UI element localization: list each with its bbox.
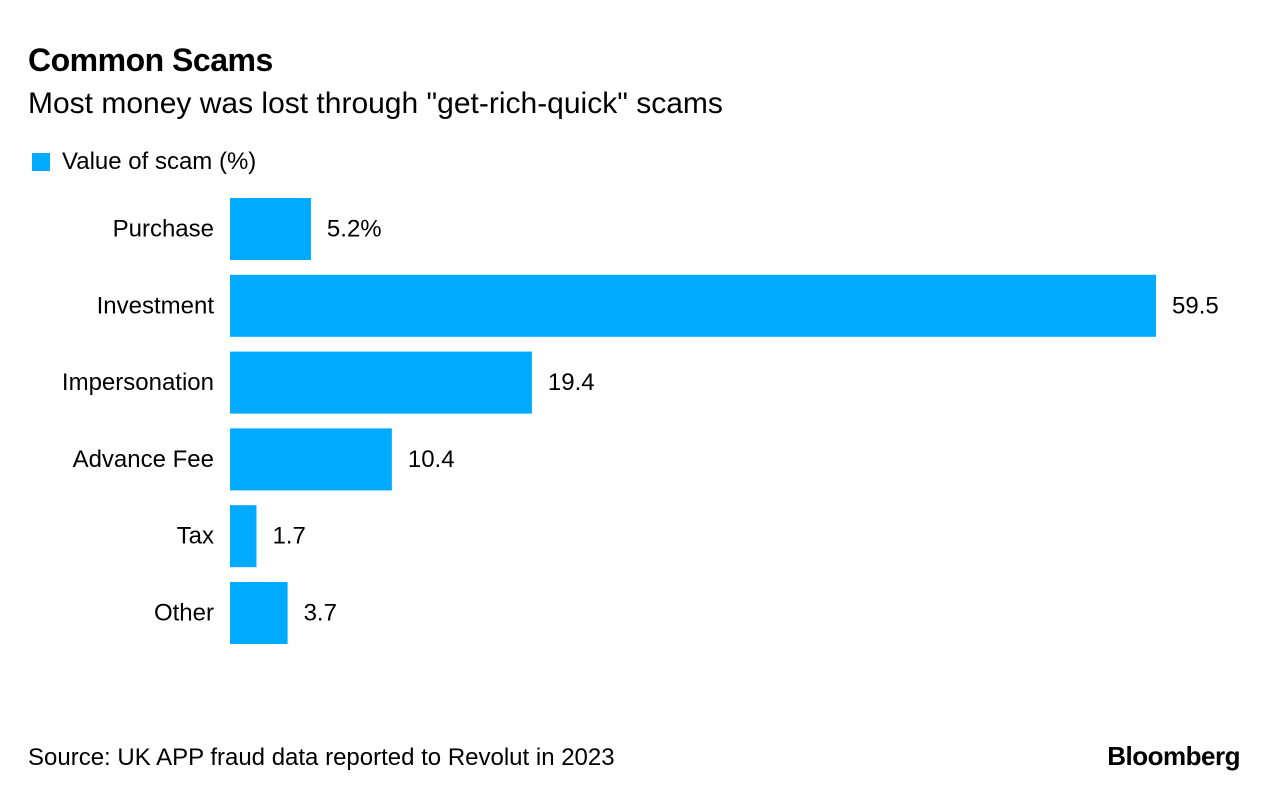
- bar-tax: [230, 505, 257, 568]
- data-label: 3.7: [304, 600, 337, 627]
- source-note: Source: UK APP fraud data reported to Re…: [28, 744, 615, 771]
- data-label: 5.2%: [327, 216, 382, 243]
- bar-advance-fee: [230, 428, 392, 491]
- bar-investment: [230, 274, 1156, 337]
- legend: Value of scam (%): [32, 144, 256, 180]
- legend-label: Value of scam (%): [62, 148, 257, 175]
- category-label: Tax: [177, 523, 214, 550]
- category-label: Other: [154, 600, 214, 627]
- data-label: 10.4: [408, 446, 455, 473]
- category-label: Purchase: [113, 216, 214, 243]
- bar-chart: Purchase 5.2% Investment 59.5 Impersonation 1…: [62, 198, 1219, 644]
- category-label: Investment: [97, 292, 215, 319]
- legend-swatch: [32, 153, 50, 171]
- data-label: 59.5: [1172, 292, 1219, 319]
- category-label: Impersonation: [62, 369, 214, 396]
- bar-other: [230, 582, 288, 644]
- bar-impersonation: [230, 351, 532, 414]
- category-label: Advance Fee: [73, 446, 214, 473]
- data-label: 19.4: [548, 369, 595, 396]
- bloomberg-logo: Bloomberg: [1107, 741, 1240, 771]
- chart-subtitle: Most money was lost through "get-rich-qu…: [28, 87, 723, 120]
- chart-title: Common Scams: [28, 42, 273, 78]
- data-label: 1.7: [272, 523, 305, 550]
- bar-purchase: [230, 198, 311, 260]
